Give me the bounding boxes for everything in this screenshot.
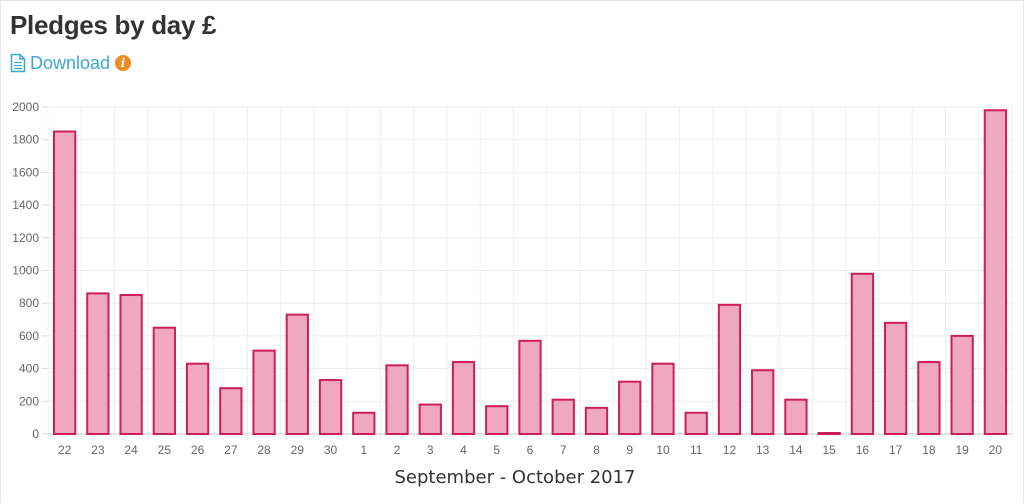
x-tick-label: 23 (91, 443, 105, 457)
bar-4[interactable] (451, 361, 476, 435)
x-tick-label: 10 (656, 443, 670, 457)
x-tick-label: 25 (158, 443, 172, 457)
x-tick-label: 27 (224, 443, 238, 457)
bar-22[interactable] (52, 130, 77, 435)
x-tick-label: 30 (324, 443, 338, 457)
bar-19[interactable] (950, 334, 974, 435)
bar-8[interactable] (584, 406, 609, 435)
x-tick-label: 2 (394, 443, 401, 457)
y-tick-label: 400 (19, 362, 39, 376)
bar-27[interactable] (219, 387, 243, 435)
bar-2[interactable] (385, 364, 409, 435)
x-tick-label: 16 (856, 443, 870, 457)
y-tick-label: 0 (32, 427, 39, 441)
file-text-icon (10, 53, 26, 73)
x-tick-label: 9 (626, 443, 633, 457)
bar-3[interactable] (418, 403, 442, 436)
x-axis-ticks: 22 23 24 25 26 27 28 29 30 1 2 3 4 5 6 7 8 9 10 11 12 13 14 15 1… (58, 443, 1002, 457)
bar-30[interactable] (318, 379, 343, 436)
x-tick-label: 14 (789, 443, 803, 457)
x-axis-label: September - October 2017 (395, 467, 636, 488)
y-tick-label: 1400 (12, 198, 39, 212)
y-tick-label: 1800 (12, 133, 39, 147)
x-tick-label: 20 (989, 443, 1003, 457)
x-tick-label: 18 (922, 443, 936, 457)
y-tick-label: 1600 (12, 165, 39, 179)
bar-18[interactable] (917, 361, 941, 435)
x-tick-label: 6 (527, 443, 534, 457)
bar-16[interactable] (850, 272, 875, 435)
x-tick-label: 28 (257, 443, 271, 457)
bar-11[interactable] (684, 411, 708, 435)
bar-1[interactable] (352, 411, 376, 435)
x-tick-label: 7 (560, 443, 567, 457)
y-tick-label: 200 (19, 394, 39, 408)
bar-7[interactable] (551, 398, 575, 436)
x-tick-label: 3 (427, 443, 434, 457)
bar-13[interactable] (751, 369, 775, 435)
x-tick-label: 12 (723, 443, 737, 457)
bar-23[interactable] (86, 292, 110, 436)
x-tick-label: 4 (460, 443, 467, 457)
bar-6[interactable] (518, 339, 542, 435)
y-tick-label: 1200 (12, 231, 39, 245)
x-tick-label: 24 (124, 443, 138, 457)
y-tick-label: 800 (19, 296, 39, 310)
info-icon[interactable]: i (115, 55, 132, 71)
y-axis-ticks: 0 200 400 600 800 1000 1200 1400 1600 1800 2000 (12, 100, 39, 441)
bar-20[interactable] (983, 109, 1008, 436)
bar-25[interactable] (152, 326, 176, 436)
bar-24[interactable] (119, 294, 143, 435)
x-tick-label: 26 (191, 443, 205, 457)
x-tick-label: 15 (822, 443, 836, 457)
download-label[interactable]: Download (30, 52, 111, 73)
bar-12[interactable] (717, 303, 742, 435)
bar-15[interactable] (817, 432, 841, 435)
x-tick-label: 19 (955, 443, 969, 457)
page-title: Pledges by day £ (10, 10, 217, 40)
x-tick-label: 22 (58, 443, 72, 457)
bar-17[interactable] (884, 321, 908, 436)
x-tick-label: 5 (493, 443, 500, 457)
bar-28[interactable] (252, 349, 276, 435)
x-tick-label: 29 (291, 443, 305, 457)
download-link[interactable]: Download i (10, 52, 132, 74)
bar-9[interactable] (618, 380, 642, 435)
bar-10[interactable] (651, 362, 675, 436)
x-tick-label: 17 (889, 443, 903, 457)
x-tick-label: 8 (593, 443, 600, 457)
x-tick-label: 11 (690, 443, 703, 457)
bar-5[interactable] (485, 405, 509, 435)
x-tick-label: 1 (360, 443, 367, 457)
chart-bars (52, 109, 1008, 436)
y-tick-label: 600 (19, 329, 39, 343)
y-tick-label: 2000 (12, 100, 39, 114)
x-tick-label: 13 (756, 443, 770, 457)
bar-26[interactable] (185, 362, 210, 436)
y-tick-label: 1000 (12, 264, 39, 278)
bar-14[interactable] (784, 398, 808, 436)
bar-29[interactable] (285, 313, 309, 435)
